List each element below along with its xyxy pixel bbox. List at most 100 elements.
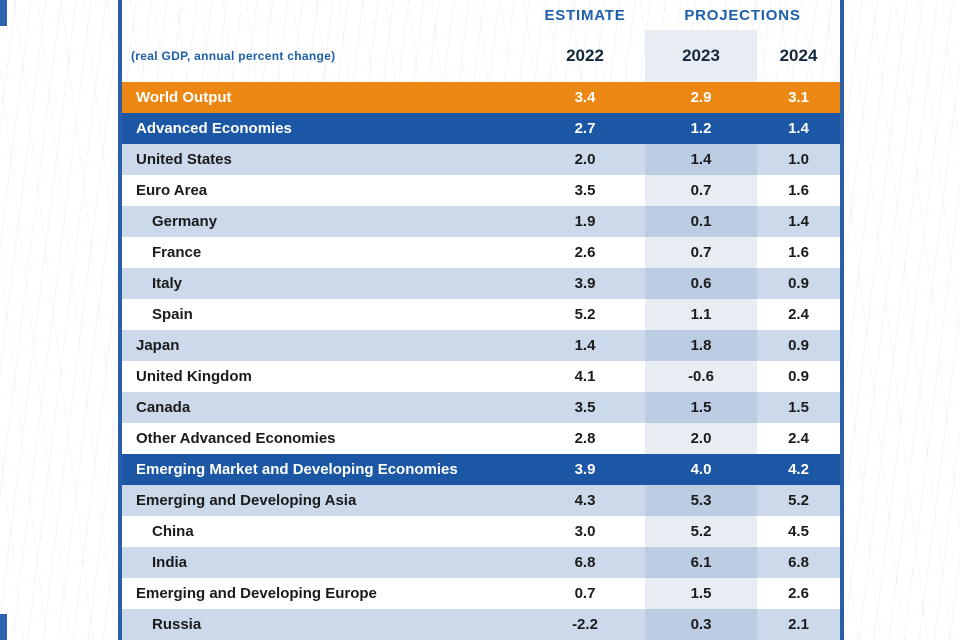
corner-accent-bottom-left <box>0 614 7 640</box>
row-value-2022: 2.0 <box>574 151 596 168</box>
row-value-2023: -0.6 <box>645 361 757 392</box>
row-value-2024: 1.4 <box>788 213 809 230</box>
header-years-row: (real GDP, annual percent change) 2022 2… <box>122 30 840 82</box>
row-label: Germany <box>152 213 218 230</box>
row-label: World Output <box>136 89 232 106</box>
row-value-2024: 3.1 <box>788 89 809 106</box>
row-value-2023: 2.9 <box>690 89 712 106</box>
table-row: World Output 3.4 2.9 3.1 <box>122 82 840 113</box>
row-value-2024: 1.5 <box>788 399 809 416</box>
table-subtitle: (real GDP, annual percent change) <box>131 49 336 63</box>
table-row: Russia -2.2 0.3 2.1 <box>122 609 840 640</box>
row-value-2023: 0.1 <box>645 206 757 237</box>
row-label: Spain <box>152 306 193 323</box>
row-value-2023: 1.4 <box>645 144 757 175</box>
table-row: Japan 1.4 1.8 0.9 <box>122 330 840 361</box>
row-value-2024: 4.5 <box>788 523 809 540</box>
row-value-2024: 2.4 <box>788 430 809 447</box>
row-value-2022: 3.0 <box>574 523 596 540</box>
header-group-row: ESTIMATE PROJECTIONS <box>122 0 840 30</box>
projections-group-header: PROJECTIONS <box>645 7 840 24</box>
row-label: Russia <box>152 616 202 633</box>
row-value-2024: 1.0 <box>788 151 809 168</box>
estimate-label: ESTIMATE <box>544 6 626 24</box>
row-value-2024: 5.2 <box>788 492 809 509</box>
row-label: Advanced Economies <box>136 120 292 137</box>
row-value-2023: 1.5 <box>645 392 757 423</box>
row-value-2024: 2.6 <box>788 585 809 602</box>
row-value-2023: 0.6 <box>645 268 757 299</box>
row-label: United States <box>136 151 232 168</box>
table-row: Canada 3.5 1.5 1.5 <box>122 392 840 423</box>
estimate-group-header: ESTIMATE <box>525 7 645 24</box>
row-value-2024: 1.6 <box>788 244 809 261</box>
table-row: Germany 1.9 0.1 1.4 <box>122 206 840 237</box>
row-value-2022: 4.1 <box>574 368 596 385</box>
row-value-2022: 3.5 <box>574 399 596 416</box>
row-label: Emerging and Developing Europe <box>136 585 377 602</box>
table-header: ESTIMATE PROJECTIONS (real GDP, annual p… <box>122 0 840 82</box>
table-row: Advanced Economies 2.7 1.2 1.4 <box>122 113 840 144</box>
row-value-2023: 0.7 <box>645 237 757 268</box>
corner-accent-top-left <box>0 0 7 26</box>
table-row: United Kingdom 4.1 -0.6 0.9 <box>122 361 840 392</box>
row-value-2023: 1.1 <box>645 299 757 330</box>
row-value-2023: 2.0 <box>645 423 757 454</box>
year-header-2023: 2023 <box>645 30 757 82</box>
row-label: Euro Area <box>136 182 208 199</box>
row-value-2023: 5.3 <box>645 485 757 516</box>
row-label: Other Advanced Economies <box>136 430 336 447</box>
row-value-2024: 0.9 <box>788 275 809 292</box>
row-value-2023: 4.0 <box>690 461 712 478</box>
row-value-2022: 0.7 <box>574 585 596 602</box>
row-value-2022: 3.9 <box>574 275 596 292</box>
row-value-2024: 2.4 <box>788 306 809 323</box>
row-value-2022: 3.9 <box>574 461 596 478</box>
row-value-2024: 0.9 <box>788 368 809 385</box>
row-value-2023: 0.3 <box>645 609 757 640</box>
year-header-2022: 2022 <box>566 46 604 65</box>
row-value-2022: 2.8 <box>574 430 596 447</box>
row-label: Italy <box>152 275 183 292</box>
table-body: World Output 3.4 2.9 3.1 Advanced Economies 2… <box>122 82 840 640</box>
row-value-2022: 5.2 <box>574 306 596 323</box>
table-row: India 6.8 6.1 6.8 <box>122 547 840 578</box>
row-value-2022: 1.9 <box>574 213 596 230</box>
table-row: Other Advanced Economies 2.8 2.0 2.4 <box>122 423 840 454</box>
row-label: France <box>152 244 202 261</box>
row-value-2024: 1.4 <box>788 120 809 137</box>
row-value-2022: 3.4 <box>574 89 596 106</box>
row-label: Japan <box>136 337 180 354</box>
table-row: Euro Area 3.5 0.7 1.6 <box>122 175 840 206</box>
row-value-2022: -2.2 <box>572 616 598 633</box>
projections-label: PROJECTIONS <box>684 6 801 24</box>
row-label: Canada <box>136 399 191 416</box>
row-value-2023: 1.2 <box>690 120 712 137</box>
row-label: Emerging and Developing Asia <box>136 492 357 509</box>
row-value-2023: 0.7 <box>645 175 757 206</box>
row-value-2024: 4.2 <box>788 461 809 478</box>
table-row: Emerging and Developing Europe 0.7 1.5 2.6 <box>122 578 840 609</box>
table-row: United States 2.0 1.4 1.0 <box>122 144 840 175</box>
row-label: India <box>152 554 188 571</box>
row-value-2024: 6.8 <box>788 554 809 571</box>
row-value-2024: 1.6 <box>788 182 809 199</box>
row-value-2023: 1.8 <box>645 330 757 361</box>
row-label: Emerging Market and Developing Economies <box>136 461 458 478</box>
row-value-2022: 1.4 <box>574 337 596 354</box>
table-row: China 3.0 5.2 4.5 <box>122 516 840 547</box>
table-row: Emerging Market and Developing Economies… <box>122 454 840 485</box>
table-row: Emerging and Developing Asia 4.3 5.3 5.2 <box>122 485 840 516</box>
row-value-2024: 0.9 <box>788 337 809 354</box>
table-row: France 2.6 0.7 1.6 <box>122 237 840 268</box>
row-value-2022: 6.8 <box>574 554 596 571</box>
row-label: United Kingdom <box>136 368 252 385</box>
gdp-projections-table: ESTIMATE PROJECTIONS (real GDP, annual p… <box>118 0 844 640</box>
row-value-2023: 5.2 <box>645 516 757 547</box>
table-row: Italy 3.9 0.6 0.9 <box>122 268 840 299</box>
row-value-2022: 2.6 <box>574 244 596 261</box>
row-value-2022: 4.3 <box>574 492 596 509</box>
row-value-2023: 6.1 <box>645 547 757 578</box>
row-value-2023: 1.5 <box>645 578 757 609</box>
row-value-2024: 2.1 <box>788 616 809 633</box>
